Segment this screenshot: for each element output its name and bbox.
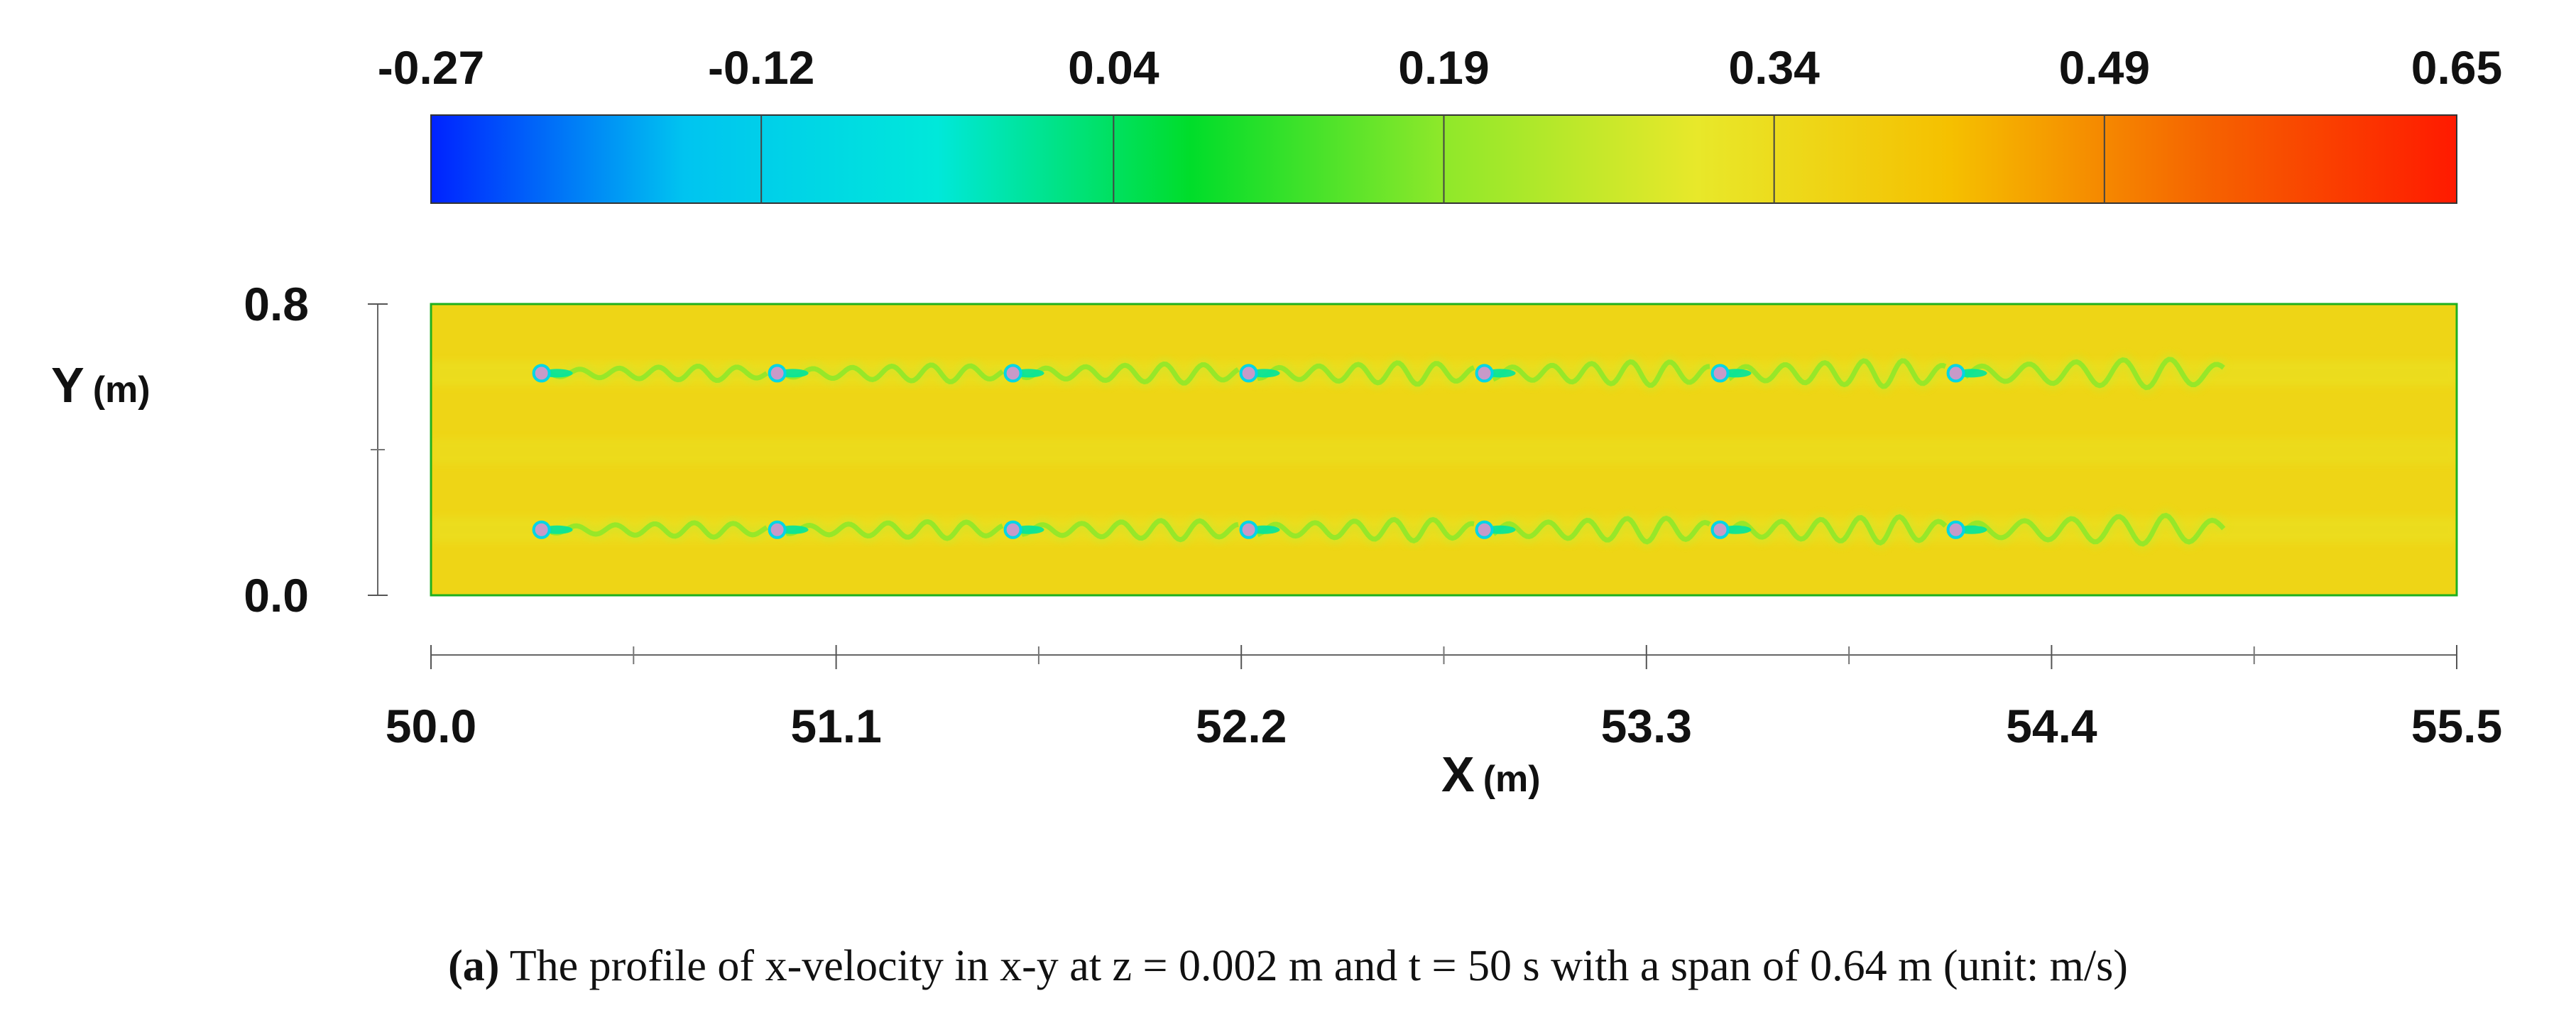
wake-line bbox=[1255, 516, 1475, 544]
velocity-field bbox=[430, 303, 2458, 597]
wake-line bbox=[1490, 359, 1710, 388]
wake-line bbox=[783, 519, 1004, 541]
y-axis-ticks bbox=[368, 303, 388, 596]
wake-line bbox=[783, 362, 1005, 384]
cylinder-marker bbox=[1003, 364, 1022, 383]
cylinder-marker bbox=[1946, 364, 1965, 383]
colorbar-tick-label: 0.49 bbox=[2059, 41, 2150, 94]
caption-text: The profile of x-velocity in x-y at z = … bbox=[509, 942, 2128, 990]
x-tick-label: 50.0 bbox=[386, 700, 476, 752]
wake-line bbox=[1255, 360, 1475, 387]
x-tick-label: 55.5 bbox=[2411, 700, 2502, 752]
cylinder-marker bbox=[1710, 520, 1730, 539]
x-axis-title: X (m) bbox=[1441, 747, 1541, 802]
caption-label: (a) bbox=[448, 942, 500, 990]
cylinder-marker bbox=[1003, 520, 1022, 539]
colorbar-tick-label: -0.12 bbox=[708, 41, 814, 94]
x-axis-tick-labels: 50.0 51.1 52.2 53.3 54.4 55.5 bbox=[386, 700, 2502, 752]
colorbar-ticks bbox=[760, 115, 2105, 203]
colorbar-tick-label: 0.65 bbox=[2411, 41, 2502, 94]
colorbar-tick-labels: -0.27 -0.12 0.04 0.19 0.34 0.49 0.65 bbox=[378, 41, 2502, 94]
x-axis-ticks bbox=[430, 645, 2457, 669]
cylinder-marker bbox=[1710, 364, 1730, 383]
cylinder-wakes bbox=[541, 353, 2228, 551]
colorbar-tick-label: 0.04 bbox=[1068, 41, 1159, 94]
cylinder-marker bbox=[768, 520, 787, 539]
wake-line bbox=[1726, 358, 1947, 389]
wake-line bbox=[1019, 361, 1240, 386]
cylinder-marker bbox=[532, 364, 551, 383]
x-tick-label: 54.4 bbox=[2006, 700, 2097, 752]
colorbar-tick-label: 0.19 bbox=[1398, 41, 1489, 94]
wake-line bbox=[1019, 518, 1239, 543]
wake-line bbox=[1728, 514, 1948, 546]
x-tick-label: 51.1 bbox=[790, 700, 881, 752]
wake-line bbox=[1490, 515, 1711, 545]
x-tick-label: 52.2 bbox=[1196, 700, 1287, 752]
cylinder-marker bbox=[1946, 520, 1965, 539]
colorbar: -0.27 -0.12 0.04 0.19 0.34 0.49 0.65 bbox=[378, 41, 2502, 204]
y-tick-label: 0.8 bbox=[244, 278, 309, 330]
wake-line bbox=[547, 520, 768, 540]
cylinder-marker bbox=[1239, 520, 1258, 539]
colorbar-tick-label: -0.27 bbox=[378, 41, 484, 94]
cylinders bbox=[532, 364, 1965, 539]
cylinder-marker bbox=[1475, 520, 1494, 539]
wake-line bbox=[1963, 512, 2226, 547]
y-axis-tick-labels: 0.0 0.8 bbox=[244, 278, 309, 622]
wake-line bbox=[1963, 357, 2225, 391]
colorbar-tick-label: 0.34 bbox=[1728, 41, 1820, 94]
field-border bbox=[430, 303, 2458, 597]
wake-line bbox=[549, 363, 768, 384]
cylinder-marker bbox=[768, 364, 787, 383]
y-tick-label: 0.0 bbox=[244, 569, 309, 622]
cylinder-marker bbox=[1475, 364, 1494, 383]
y-axis: 0.0 0.8 Y (m) bbox=[51, 278, 388, 622]
figure-caption: (a) The profile of x-velocity in x-y at … bbox=[0, 941, 2576, 992]
x-axis: 50.0 51.1 52.2 53.3 54.4 55.5 X (m) bbox=[386, 645, 2502, 802]
cylinder-marker bbox=[1239, 364, 1258, 383]
cylinder-marker bbox=[532, 520, 551, 539]
y-axis-title: Y (m) bbox=[51, 357, 151, 413]
field-band bbox=[431, 438, 2457, 465]
x-tick-label: 53.3 bbox=[1601, 700, 1692, 752]
